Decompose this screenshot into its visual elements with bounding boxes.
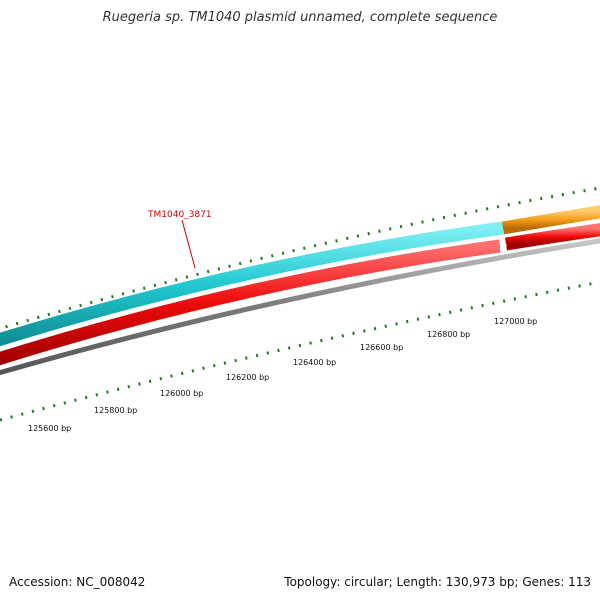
- gene-label-tm1040-3871[interactable]: TM1040_3871: [147, 210, 212, 220]
- bp-label: 126400 bp: [293, 358, 336, 367]
- bp-label: 125800 bp: [94, 406, 137, 415]
- sequence-summary-text: Topology: circular; Length: 130,973 bp; …: [284, 575, 591, 589]
- orange-gene-track[interactable]: [501, 205, 600, 235]
- red-gene-track[interactable]: [0, 239, 501, 366]
- bp-label: 125600 bp: [28, 424, 71, 433]
- accession-text: Accession: NC_008042: [9, 575, 146, 589]
- bp-label: 127000 bp: [494, 317, 537, 326]
- inner-tick-row: [0, 280, 600, 422]
- outer-tick-row: [0, 186, 600, 331]
- bp-label: 126000 bp: [160, 389, 203, 398]
- backbone-circle: [0, 238, 600, 376]
- cyan-gene-track[interactable]: [0, 221, 504, 347]
- bp-label: 126800 bp: [427, 330, 470, 339]
- gene-label-leader: [181, 219, 196, 269]
- bp-label: 126200 bp: [226, 373, 269, 382]
- bp-label: 126600 bp: [360, 343, 403, 352]
- gene-boundary-arrow: [500, 239, 507, 252]
- red-gene-track-2[interactable]: [504, 223, 600, 251]
- map-title: Ruegeria sp. TM1040 plasmid unnamed, com…: [102, 10, 498, 25]
